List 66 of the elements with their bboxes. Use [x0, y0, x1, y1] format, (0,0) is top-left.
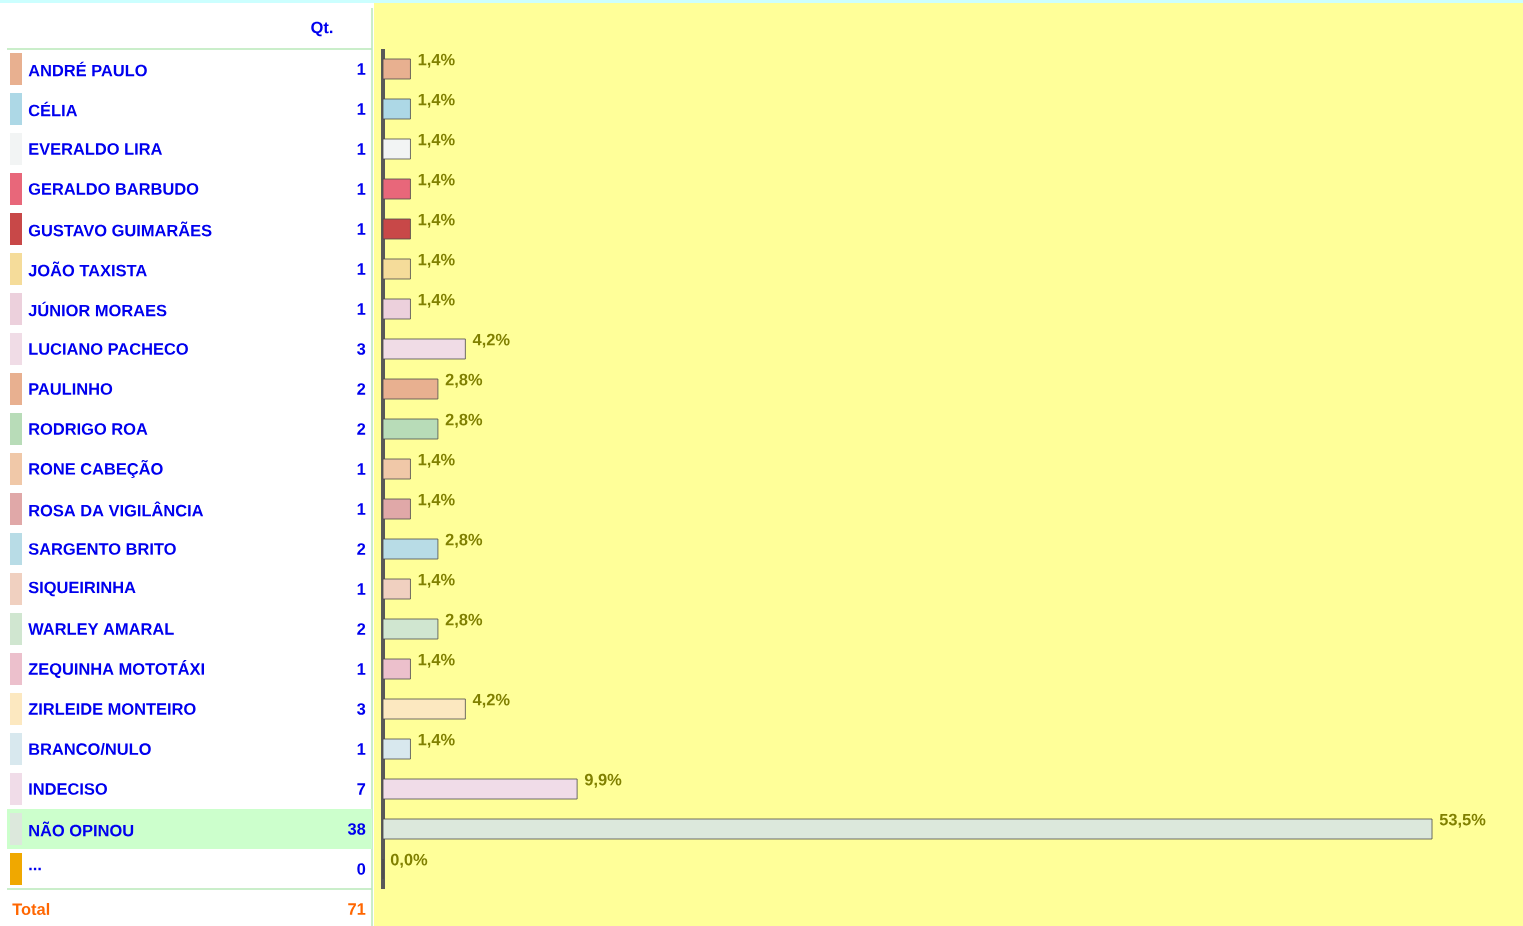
data-label: 3 [357, 343, 366, 355]
data-label: 1 [357, 183, 366, 195]
data-label: 1,4% [418, 253, 455, 268]
data-label: 1,4% [418, 93, 455, 108]
y-tick-label: ZIRLEIDE MONTEIRO [28, 703, 196, 715]
data-label: 1 [357, 743, 366, 755]
data-label: 2 [357, 423, 366, 435]
y-tick-label: CÉLIA [28, 101, 78, 117]
y-tick-label: WARLEY AMARAL [28, 623, 174, 635]
data-label: 1 [357, 303, 366, 315]
y-tick-label: ZEQUINHA MOTOTÁXI [28, 660, 204, 678]
data-label: 9,9% [584, 773, 622, 788]
data-label: 0 [357, 863, 366, 875]
y-tick-label: BRANCO/NULO [29, 742, 151, 756]
data-label: 2,8% [445, 413, 483, 428]
data-label: 1,4% [418, 53, 455, 68]
text: Total [12, 902, 50, 916]
data-label: 4,2% [472, 693, 510, 708]
data-label: 38 [347, 823, 366, 835]
data-label: 2 [357, 543, 366, 555]
data-label: 1 [357, 103, 366, 115]
y-tick-label: LUCIANO PACHECO [29, 343, 188, 355]
data-label: 2 [357, 623, 366, 635]
data-label: 1,4% [418, 573, 455, 588]
data-label: 1 [357, 503, 366, 515]
y-tick-label: JOÃO TAXISTA [28, 261, 147, 277]
y-tick-label: SIQUEIRINHA [28, 581, 136, 597]
data-label: 0,0% [390, 853, 428, 868]
data-label: 1 [357, 663, 366, 675]
data-label: 2,8% [445, 533, 483, 548]
data-label: 7 [357, 783, 366, 795]
data-label: 1 [357, 63, 366, 75]
y-tick-label: SARGENTO BRITO [28, 543, 176, 555]
data-label: 1 [357, 223, 366, 235]
y-tick-label: GERALDO BARBUDO [28, 183, 199, 195]
text: 71 [348, 903, 366, 915]
data-label: 3 [357, 703, 366, 715]
data-label: 2 [357, 383, 366, 395]
y-tick-label: GUSTAVO GUIMARÃES [28, 221, 212, 237]
data-label: 53,5% [1439, 813, 1486, 828]
y-tick-label: RODRIGO ROA [29, 423, 148, 435]
data-label: 1,4% [418, 653, 455, 668]
y-tick-label: ROSA DA VIGILÂNCIA [29, 501, 204, 517]
data-label: 1,4% [418, 453, 455, 468]
text: Qt. [311, 21, 333, 37]
data-label: 1 [357, 143, 366, 155]
data-label: 2,8% [445, 613, 483, 628]
y-tick-label: NÃO OPINOU [29, 821, 134, 837]
y-tick-label: EVERALDO LIRA [29, 143, 163, 155]
data-label: 1 [357, 583, 366, 595]
data-label: 1 [357, 263, 366, 275]
data-label: 1,4% [418, 173, 455, 188]
y-tick-label: RONE CABEÇÃO [29, 459, 163, 479]
data-label: 2,8% [445, 373, 483, 388]
data-label: 1,4% [418, 293, 455, 308]
y-tick-label: ... [29, 867, 41, 871]
y-tick-label: ANDRÉ PAULO [28, 61, 147, 77]
y-tick-label: JÚNIOR MORAES [28, 301, 167, 317]
y-tick-label: INDECISO [29, 783, 107, 795]
y-tick-label: PAULINHO [29, 383, 113, 395]
data-label: 4,2% [472, 333, 510, 348]
data-label: 1 [357, 463, 366, 475]
data-label: 1,4% [418, 213, 455, 228]
data-label: 1,4% [418, 493, 455, 508]
data-label: 1,4% [418, 133, 455, 148]
data-label: 1,4% [418, 733, 455, 748]
